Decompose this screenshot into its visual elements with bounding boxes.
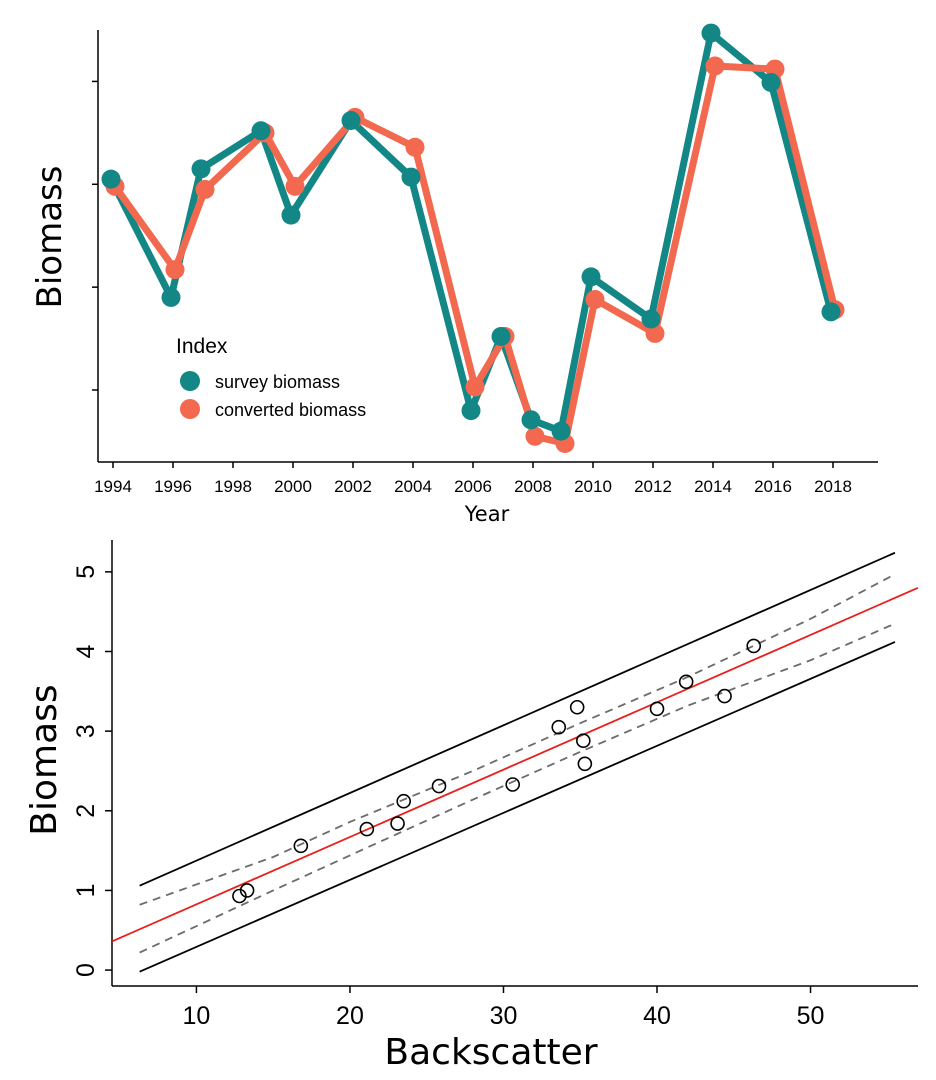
- top-point-survey-biomass: [551, 421, 571, 441]
- legend: Index survey biomass converted biomass: [176, 335, 366, 420]
- scatter-point: [505, 777, 520, 792]
- top-point-survey-biomass: [491, 327, 511, 347]
- top-point-converted-biomass: [705, 56, 725, 76]
- scatter-point: [293, 838, 309, 854]
- confidence-band-lower: [139, 622, 896, 954]
- bottom-x-axis-title: Backscatter: [384, 1032, 597, 1073]
- scatter-point: [239, 883, 255, 898]
- scatter-point: [576, 733, 591, 749]
- top-x-tick-label: 2016: [754, 477, 792, 496]
- scatter-point: [569, 699, 585, 715]
- top-point-converted-biomass: [405, 137, 425, 157]
- top-point-survey-biomass: [101, 169, 121, 189]
- top-point-survey-biomass: [821, 302, 841, 322]
- scatter-point: [431, 778, 447, 794]
- prediction-band-upper: [139, 551, 896, 887]
- bottom-y-tick-label: 2: [72, 804, 100, 818]
- scatter-point: [396, 793, 411, 809]
- top-point-survey-biomass: [281, 205, 301, 225]
- top-point-survey-biomass: [251, 121, 271, 141]
- confidence-band-upper: [139, 573, 896, 906]
- top-axes: [92, 30, 878, 463]
- bottom-y-tick-label: 3: [72, 724, 100, 738]
- bottom-axes: [111, 540, 918, 987]
- bottom-y-tick-label: 0: [72, 963, 100, 977]
- bottom-x-tick-label: 50: [797, 1002, 825, 1030]
- legend-marker-survey-biomass: [180, 371, 200, 391]
- top-x-ticks: 1994 1996 1998 2000 2002 2004 2006 2008 2010 2012…: [94, 462, 852, 496]
- biomass-vs-backscatter-chart: 10 20 30 40 50 0 1 2 3 4 5 Backscatter Biomass: [24, 540, 919, 1073]
- top-x-tick-label: 2006: [454, 477, 492, 496]
- top-series: [101, 23, 845, 453]
- scatter-point: [717, 688, 732, 704]
- top-point-converted-biomass: [165, 260, 185, 280]
- top-x-tick-label: 2002: [334, 477, 372, 496]
- top-point-survey-biomass: [461, 401, 481, 421]
- top-x-tick-label: 2010: [574, 477, 612, 496]
- top-x-tick-label: 2004: [394, 477, 432, 496]
- top-x-tick-label: 1994: [94, 477, 132, 496]
- scatter-point: [551, 719, 567, 735]
- bottom-x-tick-label: 40: [643, 1002, 671, 1030]
- scatter-point: [678, 674, 694, 690]
- top-point-converted-biomass: [195, 179, 215, 199]
- top-point-survey-biomass: [161, 287, 181, 307]
- legend-label-converted-biomass: converted biomass: [215, 400, 366, 420]
- top-point-survey-biomass: [191, 159, 211, 179]
- scatter-point: [390, 816, 405, 831]
- biomass-time-series-chart: 1994 1996 1998 2000 2002 2004 2006 2008 2010 2012…: [30, 23, 878, 526]
- top-point-converted-biomass: [465, 377, 485, 397]
- prediction-band-lower: [139, 641, 896, 973]
- scatter-point: [359, 821, 375, 837]
- scatter-point: [232, 888, 247, 904]
- regression-fit-line: [111, 586, 919, 943]
- scatter-point: [649, 701, 665, 717]
- bottom-ticks: 10 20 30 40 50 0 1 2 3 4 5: [72, 565, 824, 1030]
- bottom-bands: [111, 551, 919, 973]
- bottom-x-tick-label: 30: [490, 1002, 518, 1030]
- top-x-tick-label: 2012: [634, 477, 672, 496]
- bottom-y-tick-label: 1: [72, 883, 100, 897]
- bottom-y-axis-title: Biomass: [24, 684, 65, 835]
- top-x-tick-label: 2008: [514, 477, 552, 496]
- top-x-tick-label: 1998: [214, 477, 252, 496]
- top-x-tick-label: 2014: [694, 477, 732, 496]
- legend-label-survey-biomass: survey biomass: [215, 372, 340, 392]
- legend-title: Index: [176, 335, 228, 358]
- bottom-y-tick-label: 4: [72, 644, 100, 658]
- top-point-survey-biomass: [521, 410, 541, 430]
- top-point-survey-biomass: [641, 309, 661, 329]
- top-point-survey-biomass: [581, 267, 601, 287]
- top-point-converted-biomass: [585, 289, 605, 309]
- bottom-points: [232, 638, 762, 904]
- bottom-x-tick-label: 20: [336, 1002, 364, 1030]
- top-x-tick-label: 1996: [154, 477, 192, 496]
- bottom-y-tick-label: 5: [72, 565, 100, 579]
- top-point-survey-biomass: [401, 167, 421, 187]
- top-x-tick-label: 2018: [814, 477, 852, 496]
- top-point-converted-biomass: [285, 176, 305, 196]
- top-series-line-converted-biomass: [111, 62, 839, 447]
- top-point-converted-biomass: [645, 323, 665, 343]
- scatter-point: [746, 638, 762, 654]
- top-y-axis-title: Biomass: [30, 166, 70, 309]
- top-point-survey-biomass: [341, 111, 361, 131]
- scatter-point: [577, 756, 593, 772]
- top-point-survey-biomass: [761, 72, 781, 92]
- top-point-converted-biomass: [525, 426, 545, 446]
- legend-marker-converted-biomass: [180, 399, 200, 419]
- top-x-axis-title: Year: [464, 502, 510, 526]
- bottom-x-tick-label: 10: [183, 1002, 211, 1030]
- top-x-tick-label: 2000: [274, 477, 312, 496]
- top-point-survey-biomass: [701, 23, 721, 43]
